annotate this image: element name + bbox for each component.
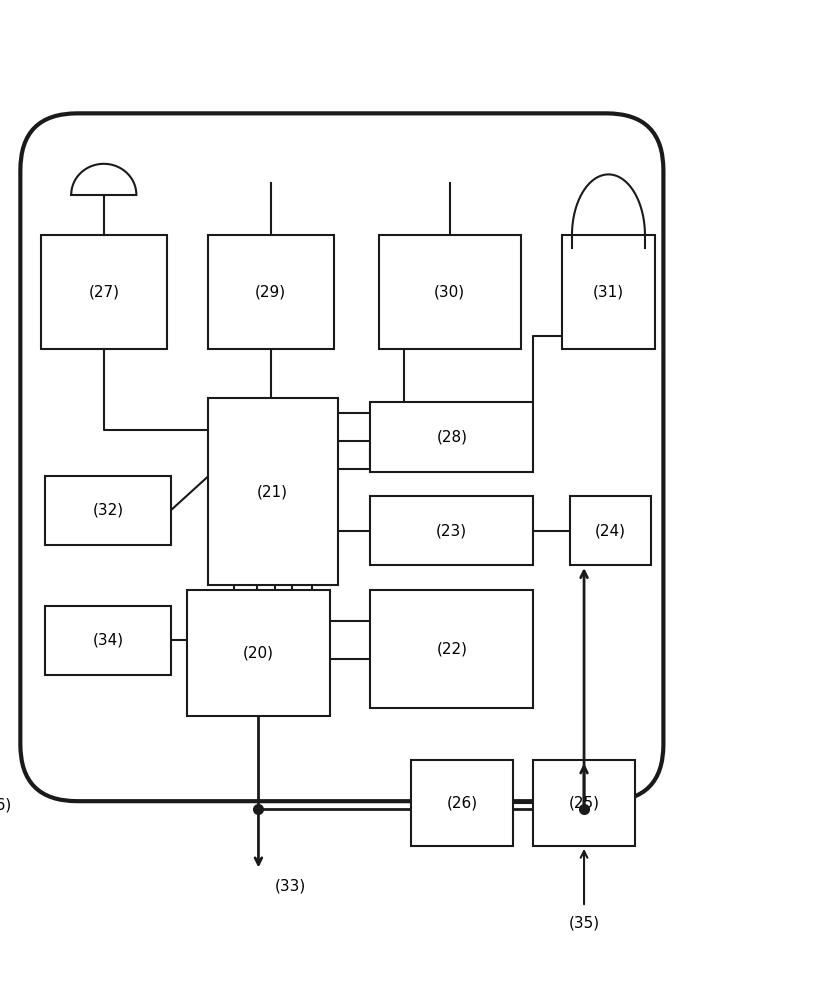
Text: (28): (28) — [436, 429, 467, 444]
FancyBboxPatch shape — [208, 235, 334, 349]
FancyBboxPatch shape — [533, 760, 635, 846]
FancyBboxPatch shape — [562, 235, 655, 349]
Text: (35): (35) — [568, 915, 600, 930]
FancyBboxPatch shape — [20, 113, 663, 801]
FancyBboxPatch shape — [45, 476, 171, 545]
Text: (29): (29) — [255, 285, 287, 300]
FancyBboxPatch shape — [41, 235, 167, 349]
FancyBboxPatch shape — [187, 590, 330, 716]
Text: (25): (25) — [568, 796, 600, 811]
Text: (20): (20) — [243, 645, 274, 660]
FancyBboxPatch shape — [570, 496, 651, 565]
Text: (26): (26) — [446, 796, 478, 811]
Text: (24): (24) — [595, 523, 626, 538]
FancyBboxPatch shape — [45, 606, 171, 675]
Text: (32): (32) — [92, 503, 124, 518]
FancyBboxPatch shape — [379, 235, 521, 349]
Text: (30): (30) — [434, 285, 466, 300]
Text: (23): (23) — [436, 523, 467, 538]
Text: (31): (31) — [593, 285, 624, 300]
Text: (34): (34) — [92, 633, 124, 648]
FancyBboxPatch shape — [208, 398, 338, 585]
Text: (21): (21) — [257, 484, 288, 499]
Text: (27): (27) — [88, 285, 120, 300]
FancyBboxPatch shape — [370, 590, 533, 708]
FancyBboxPatch shape — [370, 496, 533, 565]
Text: (22): (22) — [436, 641, 467, 656]
FancyBboxPatch shape — [411, 760, 513, 846]
FancyBboxPatch shape — [370, 402, 533, 472]
Text: (33): (33) — [275, 879, 306, 894]
Text: (36): (36) — [0, 797, 12, 812]
